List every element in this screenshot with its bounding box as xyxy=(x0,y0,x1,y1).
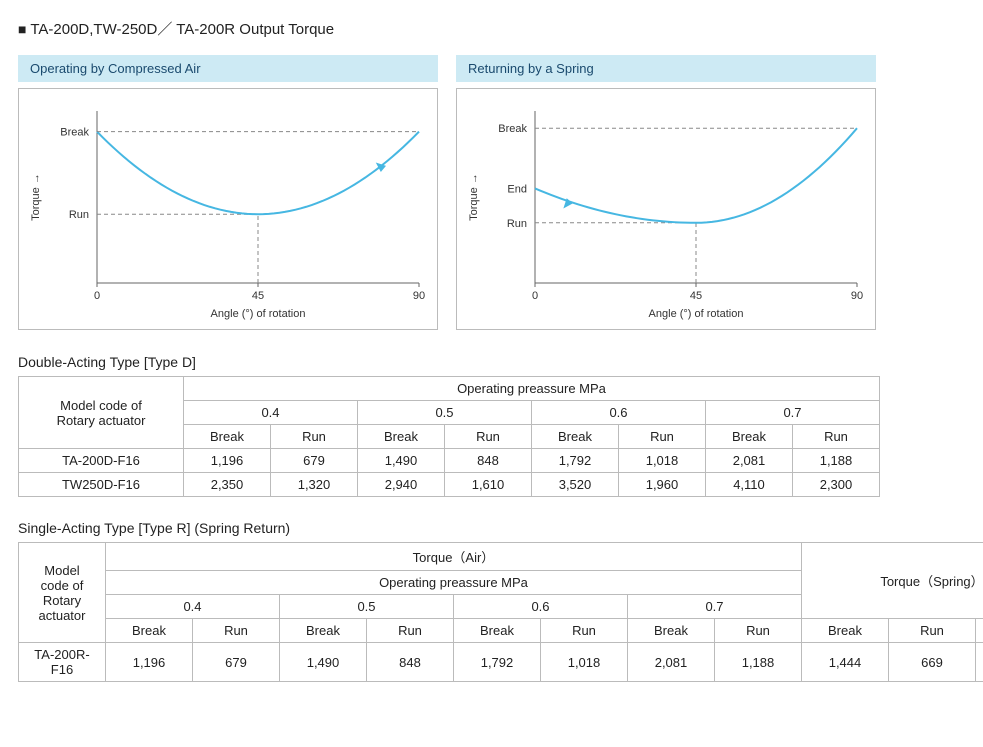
val-cell: 2,300 xyxy=(793,473,880,497)
svg-text:0: 0 xyxy=(94,290,100,302)
tableD: Model code ofRotary actuatorOperating pr… xyxy=(18,376,880,497)
tableR-sub: Run xyxy=(367,619,454,643)
chart-spring-return: Returning by a Spring 0 45 90 Angle (°) of … xyxy=(456,55,876,330)
tableR-sub: Run xyxy=(715,619,802,643)
tableD-sub: Run xyxy=(445,425,532,449)
table-row: TA-200D-F161,1966791,4908481,7921,0182,0… xyxy=(19,449,880,473)
val-cell: 1,960 xyxy=(619,473,706,497)
tableD-group-header: Operating preassure MPa xyxy=(184,377,880,401)
tableR-sub: Run xyxy=(541,619,628,643)
val-cell: 2,081 xyxy=(628,643,715,682)
val-cell: 669 xyxy=(889,643,976,682)
charts-row: Operating by Compressed Air 0 45 90 Angle (… xyxy=(18,55,965,330)
val-cell: 1,188 xyxy=(715,643,802,682)
svg-text:0: 0 xyxy=(532,290,538,302)
val-cell: 1,018 xyxy=(541,643,628,682)
tableD-sub: Break xyxy=(532,425,619,449)
tableR-sub: Break xyxy=(628,619,715,643)
svg-text:Run: Run xyxy=(69,209,89,221)
tableR-model-header: Model code ofRotary actuator xyxy=(19,543,106,643)
val-cell: 1,196 xyxy=(184,449,271,473)
val-cell: 1,792 xyxy=(532,449,619,473)
svg-text:Angle (°) of rotation: Angle (°) of rotation xyxy=(211,308,306,320)
tableD-sub: Break xyxy=(358,425,445,449)
val-cell: 1,792 xyxy=(454,643,541,682)
tableD-sub: Break xyxy=(706,425,793,449)
tableR-pressure: 0.7 xyxy=(628,595,802,619)
val-cell: 996 xyxy=(976,643,983,682)
tableD-model-header: Model code ofRotary actuator xyxy=(19,377,184,449)
page-title: TA-200D,TW-250D／ TA-200R Output Torque xyxy=(18,18,965,39)
val-cell: 1,196 xyxy=(106,643,193,682)
model-cell: TA-200D-F16 xyxy=(19,449,184,473)
tableR-pressure: 0.6 xyxy=(454,595,628,619)
tableR: Model code ofRotary actuatorTorque（Air）T… xyxy=(18,542,983,682)
svg-text:Torque →: Torque → xyxy=(30,173,42,221)
tableR-sub: Break xyxy=(454,619,541,643)
tableR-sub: Run xyxy=(193,619,280,643)
table-row: TW250D-F162,3501,3202,9401,6103,5201,960… xyxy=(19,473,880,497)
tableR-sub: Break xyxy=(802,619,889,643)
tableR-group-header: Operating preassure MPa xyxy=(106,571,802,595)
svg-text:90: 90 xyxy=(851,290,863,302)
val-cell: 2,350 xyxy=(184,473,271,497)
val-cell: 1,610 xyxy=(445,473,532,497)
tableD-section: Double-Acting Type [Type D] xyxy=(18,354,965,370)
val-cell: 1,490 xyxy=(358,449,445,473)
tableR-sub: Break xyxy=(280,619,367,643)
chart1-header: Operating by Compressed Air xyxy=(18,55,438,82)
tableR-section: Single-Acting Type [Type R] (Spring Retu… xyxy=(18,520,965,536)
tableD-pressure: 0.4 xyxy=(184,401,358,425)
model-cell: TW250D-F16 xyxy=(19,473,184,497)
chart2-box: 0 45 90 Angle (°) of rotation Torque → Break E… xyxy=(456,88,876,330)
tableD-sub: Run xyxy=(619,425,706,449)
val-cell: 1,444 xyxy=(802,643,889,682)
tableR-sub: End xyxy=(976,619,983,643)
svg-text:Run: Run xyxy=(507,218,527,230)
tableR-sub: Run xyxy=(889,619,976,643)
val-cell: 1,018 xyxy=(619,449,706,473)
tableD-pressure: 0.6 xyxy=(532,401,706,425)
val-cell: 2,081 xyxy=(706,449,793,473)
svg-text:End: End xyxy=(507,183,527,195)
svg-text:Angle (°) of rotation: Angle (°) of rotation xyxy=(649,308,744,320)
tableD-sub: Run xyxy=(793,425,880,449)
val-cell: 848 xyxy=(367,643,454,682)
model-cell: TA-200R-F16 xyxy=(19,643,106,682)
svg-text:Break: Break xyxy=(60,127,89,139)
val-cell: 848 xyxy=(445,449,532,473)
val-cell: 679 xyxy=(193,643,280,682)
tableR-spring-header: Torque（Spring） xyxy=(802,543,983,619)
tableD-sub: Run xyxy=(271,425,358,449)
val-cell: 1,188 xyxy=(793,449,880,473)
table-row: TA-200R-F161,1966791,4908481,7921,0182,0… xyxy=(19,643,983,682)
svg-text:Break: Break xyxy=(498,123,527,135)
svg-text:45: 45 xyxy=(690,290,702,302)
val-cell: 679 xyxy=(271,449,358,473)
val-cell: 1,320 xyxy=(271,473,358,497)
svg-text:90: 90 xyxy=(413,290,425,302)
svg-text:Torque →: Torque → xyxy=(468,173,480,221)
tableD-sub: Break xyxy=(184,425,271,449)
val-cell: 2,940 xyxy=(358,473,445,497)
tableR-pressure: 0.4 xyxy=(106,595,280,619)
tableR-air-header: Torque（Air） xyxy=(106,543,802,571)
val-cell: 3,520 xyxy=(532,473,619,497)
tableD-pressure: 0.7 xyxy=(706,401,880,425)
chart-compressed-air: Operating by Compressed Air 0 45 90 Angle (… xyxy=(18,55,438,330)
val-cell: 4,110 xyxy=(706,473,793,497)
svg-text:45: 45 xyxy=(252,290,264,302)
tableD-pressure: 0.5 xyxy=(358,401,532,425)
chart1-box: 0 45 90 Angle (°) of rotation Torque → Break R… xyxy=(18,88,438,330)
chart2-header: Returning by a Spring xyxy=(456,55,876,82)
tableR-pressure: 0.5 xyxy=(280,595,454,619)
tableR-sub: Break xyxy=(106,619,193,643)
val-cell: 1,490 xyxy=(280,643,367,682)
